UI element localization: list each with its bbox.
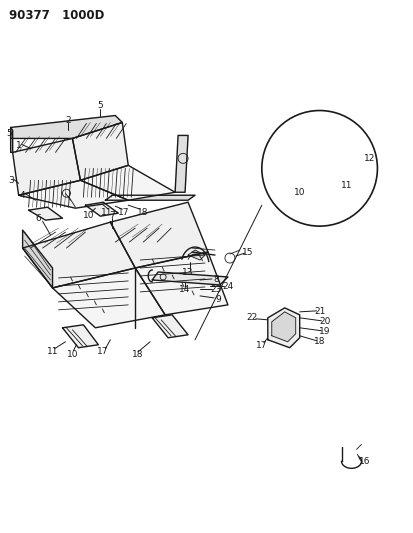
- Text: 14: 14: [179, 285, 190, 294]
- Text: 11: 11: [47, 347, 58, 356]
- Text: 15: 15: [242, 247, 253, 256]
- Polygon shape: [152, 272, 228, 285]
- Text: 20: 20: [318, 317, 330, 326]
- Text: 21: 21: [313, 308, 325, 317]
- Polygon shape: [28, 207, 62, 220]
- Text: 10: 10: [293, 188, 305, 197]
- Polygon shape: [135, 252, 228, 315]
- Text: 18: 18: [313, 337, 325, 346]
- Text: 17: 17: [256, 341, 267, 350]
- Text: 18: 18: [131, 350, 142, 359]
- Polygon shape: [11, 127, 13, 152]
- Text: 18: 18: [136, 208, 147, 217]
- Text: 3: 3: [8, 176, 14, 185]
- Polygon shape: [62, 325, 98, 348]
- Polygon shape: [282, 171, 341, 183]
- Polygon shape: [72, 123, 128, 180]
- Polygon shape: [11, 116, 122, 139]
- Polygon shape: [52, 268, 165, 328]
- Text: 17: 17: [96, 347, 108, 356]
- Polygon shape: [13, 139, 80, 195]
- Text: 19: 19: [318, 327, 330, 336]
- Text: 6: 6: [36, 214, 41, 223]
- Text: 4: 4: [20, 191, 25, 200]
- Text: 12: 12: [363, 154, 374, 163]
- Polygon shape: [23, 230, 52, 288]
- Text: 13: 13: [182, 269, 193, 278]
- Polygon shape: [152, 315, 188, 338]
- Text: 1: 1: [16, 141, 21, 150]
- Polygon shape: [105, 195, 195, 200]
- Text: 16: 16: [358, 457, 369, 466]
- Text: 22: 22: [246, 313, 257, 322]
- Text: 8: 8: [213, 276, 218, 285]
- Text: 23: 23: [210, 285, 221, 294]
- Polygon shape: [85, 202, 118, 216]
- Text: 10: 10: [83, 211, 94, 220]
- Text: 2: 2: [66, 116, 71, 125]
- Text: 24: 24: [222, 282, 233, 292]
- Circle shape: [261, 110, 377, 226]
- Polygon shape: [175, 135, 188, 192]
- Text: 10: 10: [66, 350, 78, 359]
- Text: 5: 5: [97, 101, 103, 110]
- Text: 11: 11: [100, 208, 112, 217]
- Text: 9: 9: [215, 295, 220, 304]
- Polygon shape: [188, 250, 204, 260]
- Text: 5: 5: [6, 129, 12, 138]
- Text: 17: 17: [117, 208, 129, 217]
- Polygon shape: [19, 180, 128, 208]
- Text: 7: 7: [109, 211, 115, 220]
- Polygon shape: [23, 222, 135, 288]
- Text: 11: 11: [340, 181, 351, 190]
- Polygon shape: [80, 165, 175, 200]
- Polygon shape: [271, 312, 295, 342]
- Polygon shape: [110, 202, 207, 268]
- Polygon shape: [267, 308, 299, 348]
- Text: 90377   1000D: 90377 1000D: [9, 9, 104, 22]
